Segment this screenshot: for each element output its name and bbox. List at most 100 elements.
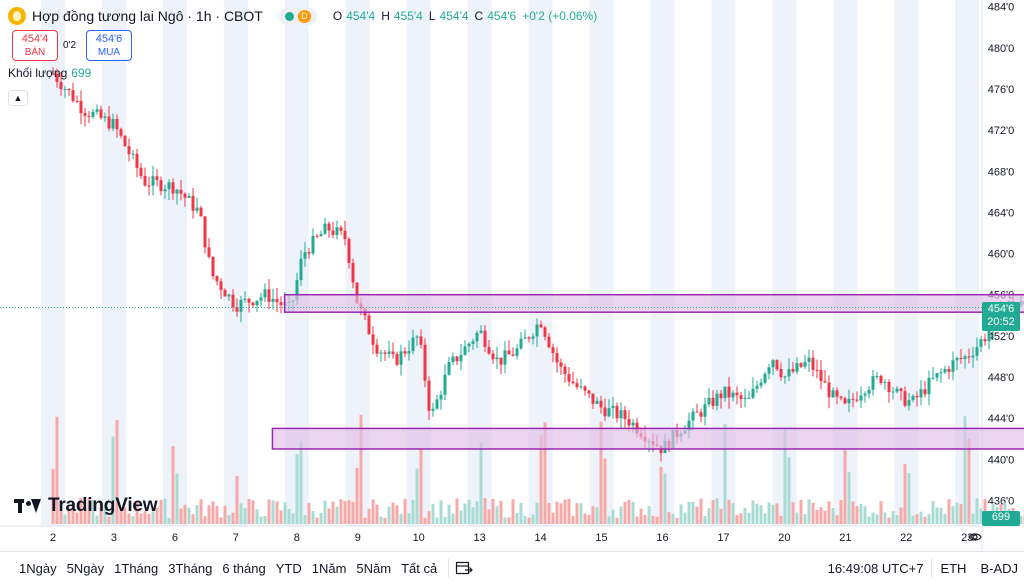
range-all-button[interactable]: Tất cả (401, 560, 438, 576)
range-5y-button[interactable]: 5Năm (356, 560, 392, 576)
sell-button[interactable]: 454'4 BÁN (12, 30, 58, 61)
volume-bar (671, 513, 675, 524)
candle-body (847, 398, 851, 404)
volume-bar (507, 517, 511, 524)
volume-bar (67, 508, 71, 524)
go-to-date-icon[interactable] (455, 560, 474, 576)
candle-body (431, 408, 435, 411)
candle-body (627, 418, 631, 426)
session-toggle[interactable]: ETH (940, 560, 967, 576)
adjustment-toggle[interactable]: B-ADJ (980, 560, 1018, 576)
candle-body (251, 302, 255, 306)
market-status[interactable]: D (278, 7, 317, 25)
candle-body (391, 351, 395, 355)
volume-bar (155, 507, 159, 524)
candle-body (855, 399, 859, 401)
candle-body (951, 360, 955, 372)
candle-body (371, 334, 375, 345)
tradingview-logo[interactable]: TradingView (14, 495, 158, 517)
candle-body (623, 410, 627, 419)
volume-bar (271, 500, 275, 524)
volume-bar (391, 502, 395, 524)
candle-body (931, 377, 935, 379)
volume-legend[interactable]: Khối lượng 699 (8, 66, 91, 80)
volume-bar (651, 515, 655, 524)
range-ytd-button[interactable]: YTD (275, 560, 302, 576)
volume-bar (439, 500, 443, 524)
candle-body (587, 390, 591, 394)
volume-bar (771, 504, 775, 524)
volume-bar (119, 511, 123, 524)
volume-bar (359, 414, 363, 524)
candle-body (971, 355, 975, 358)
volume-bar (811, 502, 815, 524)
volume-bar (367, 508, 371, 524)
candle-body (543, 327, 547, 337)
range-1y-button[interactable]: 1Năm (311, 560, 347, 576)
collapse-legend-button[interactable]: ▲ (8, 90, 28, 106)
volume-bar (739, 513, 743, 524)
range-3m-button[interactable]: 3Tháng (168, 560, 213, 576)
volume-bar (735, 515, 739, 524)
candle-body (99, 109, 103, 118)
volume-bar (655, 516, 659, 524)
candle-body (791, 369, 795, 372)
volume-bar (603, 458, 607, 524)
price-tick-label: 480'0 (988, 43, 1015, 55)
ohlc-open-key: O (332, 9, 343, 23)
volume-bar (871, 512, 875, 524)
candle-body (927, 377, 931, 395)
volume-bar (903, 464, 907, 524)
candle-body (731, 392, 735, 398)
volume-bar (299, 441, 303, 524)
volume-bar (915, 514, 919, 524)
volume-bar (239, 503, 243, 524)
range-1d-button[interactable]: 1Ngày (19, 560, 57, 576)
volume-bar (267, 499, 271, 524)
chart-settings-icon[interactable] (968, 530, 982, 544)
candle-body (703, 404, 707, 417)
candle-body (419, 336, 423, 345)
buy-button[interactable]: 454'6 MUA (86, 30, 132, 61)
range-6m-button[interactable]: 6 tháng (222, 560, 266, 576)
volume-bar (783, 429, 787, 524)
chart-canvas[interactable]: 484'0480'0476'0472'0468'0464'0460'0456'0… (0, 0, 1024, 551)
candle-body (811, 357, 815, 370)
symbol-title[interactable]: Hợp đồng tương lai Ngô · 1h · CBOT (32, 8, 263, 24)
volume-bar (511, 499, 515, 524)
candle-body (891, 391, 895, 393)
volume-bar (287, 508, 291, 524)
candle-body (139, 167, 143, 176)
range-1m-button[interactable]: 1Tháng (114, 560, 159, 576)
volume-bar (571, 516, 575, 524)
volume-bar (635, 516, 639, 524)
range-5d-button[interactable]: 5Ngày (66, 560, 105, 576)
candle-body (219, 281, 223, 291)
candle-body (771, 360, 775, 368)
candle-body (483, 330, 487, 347)
volume-bar (715, 498, 719, 524)
volume-bar (103, 504, 107, 524)
time-tick-label: 8 (294, 532, 300, 544)
volume-bar (947, 499, 951, 524)
volume-bar (787, 457, 791, 524)
volume-bar (463, 503, 467, 524)
candle-body (911, 395, 915, 401)
candle-body (751, 388, 755, 398)
symbol-legend: Hợp đồng tương lai Ngô · 1h · CBOT D O 45… (8, 6, 599, 26)
candle-body (963, 356, 967, 359)
candle-body (851, 398, 855, 400)
candle-body (63, 89, 67, 91)
volume-bar (327, 508, 331, 524)
candle-body (755, 385, 759, 389)
candle-body (903, 391, 907, 406)
candle-body (711, 397, 715, 406)
volume-bar (99, 503, 103, 524)
clock-timezone[interactable]: 16:49:08 UTC+7 (827, 560, 924, 576)
volume-bar (799, 499, 803, 524)
candle-body (331, 230, 335, 235)
candle-body (423, 344, 427, 381)
volume-bar (919, 511, 923, 524)
volume-bar (1019, 515, 1023, 524)
volume-bar (383, 517, 387, 524)
